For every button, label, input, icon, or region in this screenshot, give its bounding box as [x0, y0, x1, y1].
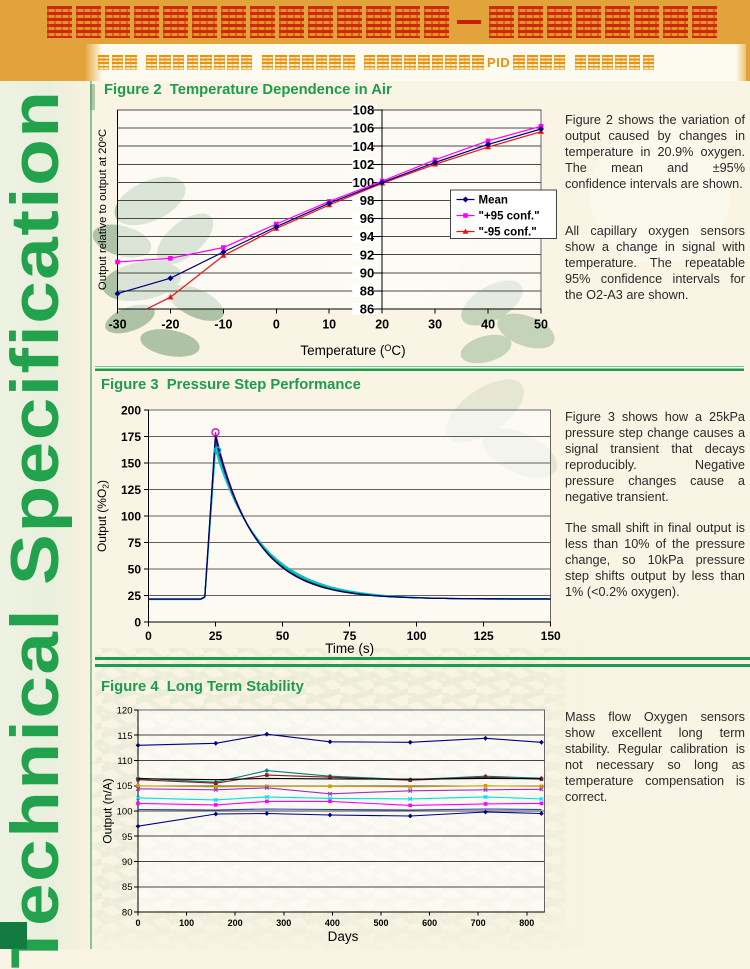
- svg-text:104: 104: [352, 139, 374, 154]
- svg-text:0: 0: [134, 615, 141, 629]
- svg-text:"-95 conf.": "-95 conf.": [479, 227, 537, 239]
- svg-text:Output (n/A): Output (n/A): [101, 778, 115, 843]
- svg-text:200: 200: [228, 918, 243, 928]
- svg-text:40: 40: [481, 318, 495, 332]
- svg-text:120: 120: [117, 706, 133, 717]
- svg-text:175: 175: [121, 430, 141, 444]
- svg-text:-20: -20: [161, 318, 179, 332]
- svg-text:98: 98: [360, 193, 374, 208]
- svg-text:115: 115: [117, 731, 132, 742]
- svg-text:50: 50: [128, 562, 142, 576]
- svg-text:85: 85: [122, 882, 133, 893]
- svg-text:800: 800: [519, 918, 534, 928]
- svg-text:30: 30: [428, 318, 442, 332]
- svg-text:50: 50: [276, 629, 290, 643]
- svg-text:94: 94: [360, 229, 375, 244]
- svg-text:96: 96: [360, 211, 374, 226]
- svg-text:0: 0: [273, 318, 280, 332]
- svg-text:25: 25: [128, 589, 142, 603]
- svg-text:600: 600: [422, 918, 437, 928]
- svg-text:150: 150: [121, 456, 141, 470]
- svg-text:95: 95: [122, 832, 133, 843]
- svg-text:100: 100: [121, 509, 141, 523]
- svg-text:125: 125: [474, 629, 494, 643]
- svg-text:-10: -10: [214, 318, 232, 332]
- svg-text:90: 90: [360, 265, 374, 280]
- svg-text:106: 106: [352, 121, 374, 136]
- svg-text:92: 92: [360, 247, 374, 262]
- svg-text:80: 80: [122, 908, 133, 919]
- svg-text:88: 88: [360, 284, 374, 299]
- svg-text:Mean: Mean: [479, 195, 508, 207]
- svg-text:Output (%O2): Output (%O2): [95, 480, 111, 552]
- svg-text:"+95 conf.": "+95 conf.": [479, 211, 540, 223]
- svg-text:90: 90: [122, 857, 133, 868]
- svg-text:150: 150: [541, 629, 561, 643]
- svg-text:700: 700: [471, 918, 486, 928]
- svg-text:Temperature (OC): Temperature (OC): [300, 343, 405, 358]
- svg-text:86: 86: [360, 302, 374, 317]
- svg-text:75: 75: [128, 536, 142, 550]
- svg-text:10: 10: [322, 318, 336, 332]
- svg-text:0: 0: [135, 918, 140, 928]
- svg-text:108: 108: [352, 103, 374, 118]
- svg-text:100: 100: [179, 918, 194, 928]
- svg-text:102: 102: [352, 157, 374, 172]
- svg-text:125: 125: [121, 483, 141, 497]
- svg-text:100: 100: [407, 629, 427, 643]
- svg-text:Output relative to output at 2: Output relative to output at 20oC: [96, 129, 109, 290]
- svg-text:50: 50: [534, 318, 548, 332]
- svg-text:75: 75: [343, 629, 357, 643]
- svg-text:100: 100: [117, 807, 133, 818]
- svg-text:25: 25: [209, 629, 223, 643]
- svg-text:-30: -30: [108, 318, 126, 332]
- svg-text:300: 300: [276, 918, 291, 928]
- svg-text:500: 500: [373, 918, 388, 928]
- svg-text:200: 200: [121, 403, 141, 417]
- svg-text:Days: Days: [328, 929, 359, 944]
- svg-text:0: 0: [145, 629, 152, 643]
- svg-text:105: 105: [117, 781, 133, 792]
- svg-text:110: 110: [117, 756, 132, 767]
- svg-text:Time (s): Time (s): [325, 641, 374, 656]
- svg-text:20: 20: [375, 318, 389, 332]
- svg-text:400: 400: [325, 918, 340, 928]
